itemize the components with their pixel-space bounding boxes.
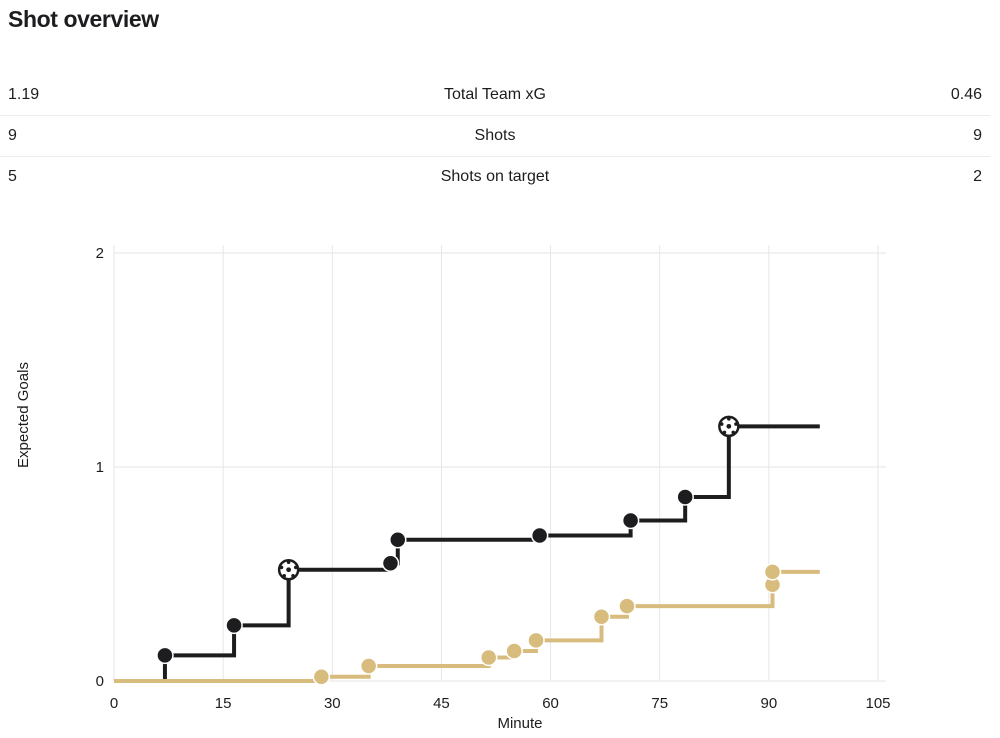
home-shot-marker [225, 616, 243, 635]
grid-lines [113, 245, 886, 682]
away-shot-marker [479, 648, 498, 667]
away-shot-marker [359, 657, 378, 675]
x-tick-label: 75 [651, 695, 668, 712]
away-shot-marker [312, 667, 331, 686]
away-shot-marker [505, 642, 523, 660]
away-total-xg-value: 0.46 [950, 86, 982, 103]
y-tick-label: 1 [96, 459, 104, 476]
away-shot-marker [618, 597, 636, 615]
away-xg-line [114, 569, 820, 683]
stats-table: 1.19 Total Team xG 0.46 9 Shots 9 5 Shot… [0, 75, 990, 197]
shots-on-target-label: Shots on target [440, 168, 550, 185]
home-xg-line [114, 424, 820, 683]
y-tick-label: 0 [96, 673, 104, 690]
home-total-xg-value: 1.19 [8, 86, 40, 103]
page-title: Shot overview [8, 6, 159, 32]
stat-row-total-xg: 1.19 Total Team xG 0.46 [0, 75, 990, 116]
x-tick-label: 90 [761, 695, 778, 712]
home-shot-marker [381, 554, 400, 573]
x-axis-label: Minute [497, 715, 542, 732]
home-shot-marker [676, 488, 694, 506]
home-goal-marker [277, 558, 300, 581]
stat-row-shots: 9 Shots 9 [0, 116, 990, 157]
away-shots-value: 9 [973, 127, 982, 144]
y-tick-label: 2 [96, 245, 104, 262]
stat-row-shots-on-target: 5 Shots on target 2 [0, 157, 990, 197]
home-shot-marker [530, 526, 549, 545]
x-tick-label: 30 [324, 695, 341, 712]
away-shot-marker [592, 608, 611, 626]
home-shots-value: 9 [8, 127, 17, 144]
away-shot-marker [763, 563, 782, 581]
home-shot-marker [621, 511, 640, 530]
xg-timeline-chart: 0 15 30 45 60 75 90 105 0 1 2 Expected Goals Minut… [15, 245, 891, 732]
x-tick-label: 15 [215, 695, 232, 712]
x-tick-label: 45 [433, 695, 450, 712]
shot-markers [156, 415, 782, 686]
home-shots-on-target-value: 5 [8, 168, 17, 185]
shots-label: Shots [474, 127, 516, 144]
xg-step-lines [114, 424, 820, 683]
home-goal-marker [718, 415, 740, 438]
home-shot-marker [156, 646, 174, 665]
total-xg-label: Total Team xG [444, 86, 546, 103]
x-tick-label: 0 [110, 695, 118, 712]
home-shot-marker [389, 531, 407, 549]
x-tick-label: 60 [542, 695, 559, 712]
x-tick-label: 105 [865, 695, 890, 712]
axis-ticks: 0 15 30 45 60 75 90 105 0 1 2 [96, 245, 891, 712]
y-axis-label: Expected Goals [15, 362, 32, 468]
away-shots-on-target-value: 2 [973, 168, 982, 185]
away-shot-marker [527, 631, 545, 650]
